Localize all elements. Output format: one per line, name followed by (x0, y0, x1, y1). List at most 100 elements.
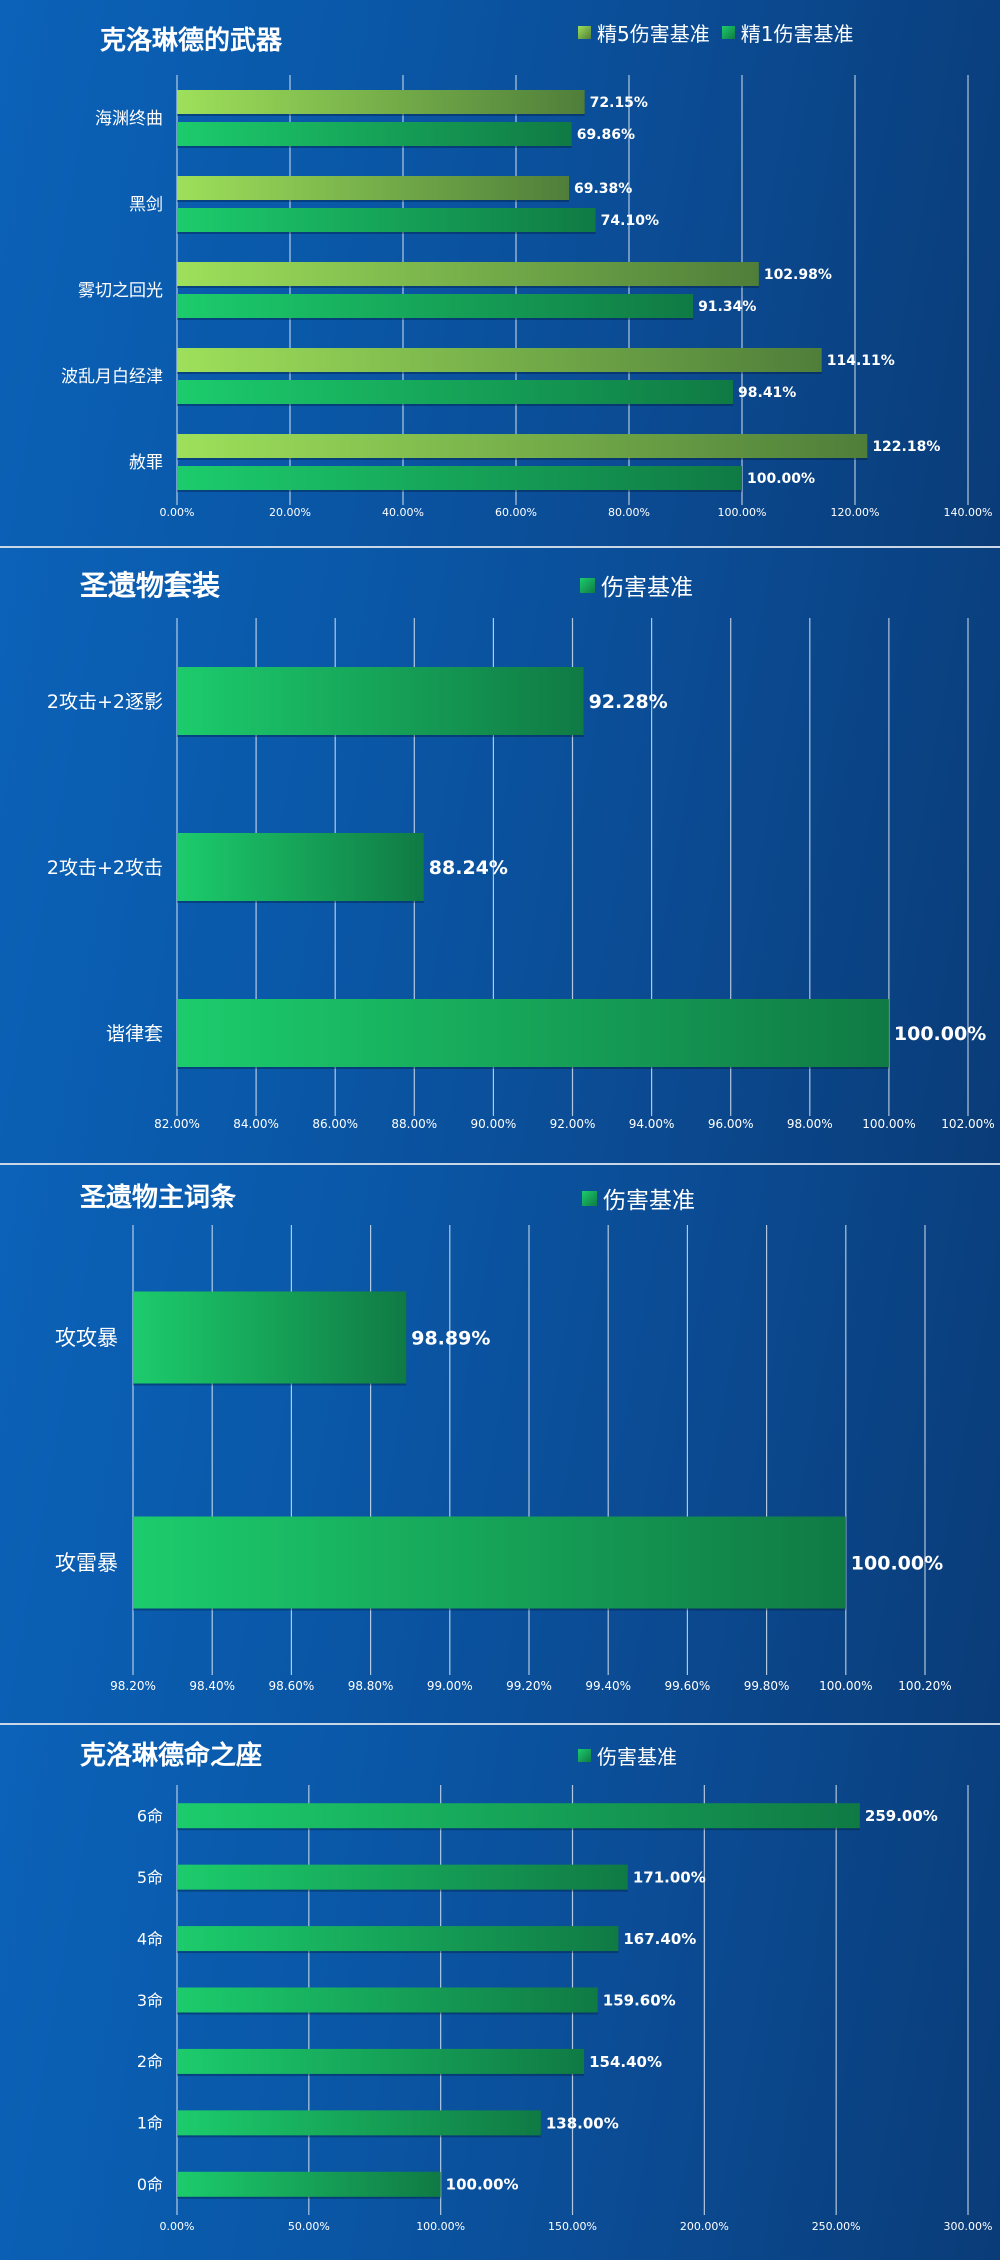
x-tick-label: 99.40% (585, 1679, 631, 1693)
bar (177, 434, 868, 458)
chart-plot: 0.00% 50.00% 100.00% 150.00% 200.00% 250.00% 3… (137, 1785, 992, 2233)
chart-legend: 伤害基准 (580, 568, 705, 602)
x-tick-label: 99.00% (427, 1679, 473, 1693)
legend-label: 伤害基准 (603, 1188, 695, 1214)
x-tick-label: 60.00% (495, 506, 537, 519)
category-label: 2命 (137, 2052, 163, 2071)
bar (177, 1864, 628, 1890)
chart-title: 圣遗物套装 (80, 569, 221, 602)
chart-plot: 0.00% 20.00% 40.00% 60.00% 80.00% 100.00% 120.… (61, 75, 992, 519)
data-label: 69.86% (577, 127, 635, 143)
x-tick-label: 98.60% (269, 1679, 315, 1693)
data-label: 92.28% (589, 691, 668, 713)
data-label: 72.15% (590, 95, 648, 111)
data-label: 171.00% (633, 1869, 706, 1887)
data-label: 259.00% (865, 1807, 938, 1825)
bar (177, 1987, 598, 2013)
bar (177, 1926, 619, 1952)
chart-legend: 精5伤害基准 精1伤害基准 (578, 18, 865, 47)
x-tick-label: 250.00% (812, 2220, 861, 2233)
x-tick-label: 100.00% (416, 2220, 465, 2233)
category-label: 攻攻暴 (55, 1326, 118, 1350)
data-label: 122.18% (872, 439, 940, 455)
bar (177, 2171, 441, 2197)
legend-item-r1: 精1伤害基准 (721, 18, 854, 47)
bar (177, 294, 694, 318)
data-label: 114.11% (827, 353, 895, 369)
chart-title: 克洛琳德命之座 (80, 1741, 263, 1771)
chart-panel-main-stats: 圣遗物主词条 伤害基准 98.20% 98.40% 98.60% 98.80% 99.0… (0, 1165, 1000, 1725)
bar (177, 833, 424, 901)
bar (133, 1291, 407, 1384)
x-tick-label: 200.00% (680, 2220, 729, 2233)
category-label: 海渊终曲 (95, 109, 163, 129)
x-tick-label: 0.00% (160, 2220, 195, 2233)
x-tick-label: 102.00% (941, 1117, 994, 1131)
bar (177, 90, 585, 114)
x-tick-label: 100.00% (862, 1117, 915, 1131)
data-label: 138.00% (546, 2114, 619, 2132)
x-tick-label: 98.20% (110, 1679, 156, 1693)
x-tick-label: 100.00% (718, 506, 767, 519)
legend-swatch-r1 (721, 26, 735, 39)
data-label: 100.00% (747, 471, 815, 487)
category-label: 6命 (137, 1806, 163, 1825)
category-label: 黑剑 (129, 195, 163, 215)
bar (177, 466, 742, 490)
x-tick-label: 150.00% (548, 2220, 597, 2233)
data-label: 100.00% (446, 2176, 519, 2194)
chart-legend: 伤害基准 (582, 1181, 707, 1215)
data-label: 100.00% (894, 1023, 986, 1045)
x-tick-label: 98.80% (348, 1679, 394, 1693)
category-label: 雾切之回光 (78, 281, 163, 301)
legend-label: 精1伤害基准 (740, 22, 854, 46)
x-tick-label: 50.00% (288, 2220, 330, 2233)
data-label: 91.34% (698, 299, 756, 315)
bar (177, 2110, 541, 2136)
data-label: 98.41% (738, 385, 796, 401)
x-tick-label: 94.00% (629, 1117, 675, 1131)
bar (177, 667, 584, 735)
legend-item-damage: 伤害基准 (578, 1741, 677, 1770)
legend-item-damage: 伤害基准 (582, 1181, 695, 1215)
x-tick-label: 100.20% (898, 1679, 951, 1693)
legend-swatch-r5 (578, 26, 591, 39)
x-tick-label: 96.00% (708, 1117, 754, 1131)
category-label: 4命 (137, 1929, 163, 1948)
x-tick-label: 98.40% (189, 1679, 235, 1693)
chart-plot: 98.20% 98.40% 98.60% 98.80% 99.00% 99.20% 99.4… (55, 1225, 952, 1693)
bar (177, 208, 596, 232)
x-tick-label: 99.20% (506, 1679, 552, 1693)
x-tick-label: 88.00% (391, 1117, 437, 1131)
category-label: 5命 (137, 1868, 163, 1887)
chart-panel-weapons: 克洛琳德的武器 精5伤害基准 精1伤害基准 0.00% 20.00% 40.00% 6… (0, 0, 1000, 548)
data-label: 69.38% (574, 181, 632, 197)
chart-title: 圣遗物主词条 (80, 1183, 237, 1213)
x-tick-label: 100.00% (819, 1679, 872, 1693)
x-tick-label: 90.00% (471, 1117, 517, 1131)
category-label: 谐律套 (106, 1023, 163, 1045)
x-tick-label: 20.00% (269, 506, 311, 519)
x-tick-label: 99.60% (665, 1679, 711, 1693)
chart-legend: 伤害基准 (578, 1741, 689, 1770)
category-label: 0命 (137, 2175, 163, 2194)
data-label: 98.89% (411, 1327, 490, 1349)
category-label: 2攻击+2逐影 (47, 691, 163, 713)
legend-label: 伤害基准 (601, 575, 693, 601)
legend-item-r5: 精5伤害基准 (578, 18, 710, 47)
chart-panel-artifact-sets: 圣遗物套装 伤害基准 82.00% 84.00% 86.00% 88.00% 90.00… (0, 548, 1000, 1165)
bar (177, 176, 569, 200)
data-label: 100.00% (851, 1552, 943, 1574)
bar (177, 999, 889, 1067)
bar (133, 1516, 846, 1609)
x-tick-label: 40.00% (382, 506, 424, 519)
category-label: 攻雷暴 (55, 1551, 118, 1575)
bar (177, 2048, 585, 2074)
data-label: 167.40% (623, 1930, 696, 1948)
data-label: 102.98% (764, 267, 832, 283)
x-tick-label: 0.00% (160, 506, 195, 519)
bar (177, 122, 572, 146)
legend-swatch (578, 1749, 591, 1762)
data-label: 88.24% (429, 857, 508, 879)
x-tick-label: 80.00% (608, 506, 650, 519)
